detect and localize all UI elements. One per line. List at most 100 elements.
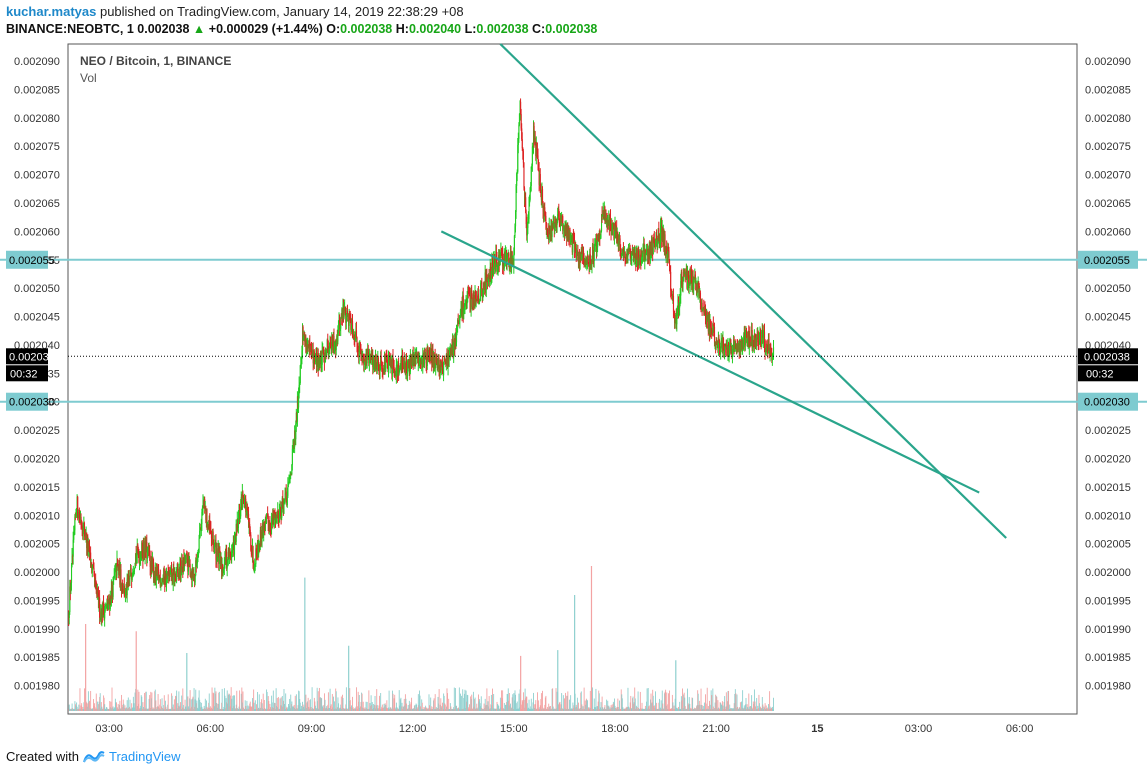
candle-body <box>362 356 364 363</box>
volume-bar <box>286 708 288 711</box>
volume-bar <box>560 708 561 711</box>
candle-body <box>663 230 665 251</box>
volume-bar <box>232 695 234 711</box>
candle-body <box>383 367 385 373</box>
volume-bar <box>531 708 533 711</box>
candle-body <box>525 213 527 224</box>
candle-body <box>742 345 744 348</box>
candle-body <box>429 353 431 355</box>
candle-body <box>443 362 445 376</box>
volume-bar <box>501 698 503 711</box>
candle-body <box>742 345 744 348</box>
y-tick-label: 0.002045 <box>14 312 60 324</box>
volume-bar <box>91 708 93 711</box>
candle-body <box>459 310 462 317</box>
volume-bar <box>643 708 645 711</box>
candle-body <box>308 342 310 349</box>
candle-body <box>711 328 713 333</box>
candle-body <box>306 343 308 350</box>
volume-bar <box>546 708 547 711</box>
candle-body <box>305 343 308 353</box>
candle-body <box>155 567 157 581</box>
volume-bar <box>397 708 399 711</box>
volume-bar <box>240 708 242 711</box>
tradingview-brand-link[interactable]: TradingView <box>108 749 181 764</box>
volume-bar <box>638 708 640 711</box>
volume-bar <box>180 702 182 711</box>
candle-body <box>100 611 102 618</box>
volume-bar <box>676 707 678 711</box>
volume-bar <box>642 708 644 711</box>
trendlines[interactable] <box>440 43 1007 539</box>
volume-bar <box>770 708 772 711</box>
candle-body <box>587 258 589 263</box>
candle-body <box>386 357 388 360</box>
candle-body <box>438 357 440 366</box>
volume-bar <box>225 708 226 711</box>
candle-body <box>330 337 332 349</box>
candle-body <box>740 340 743 343</box>
volume-bar <box>312 708 314 711</box>
volume-bar <box>124 705 126 711</box>
candle-body <box>144 554 146 559</box>
candle-body <box>241 497 243 510</box>
candle-body <box>177 568 179 573</box>
candle-body <box>291 464 293 475</box>
candle-body <box>744 332 746 346</box>
candle-body <box>228 549 231 560</box>
volume-bar <box>235 708 237 711</box>
volume-bar <box>289 698 291 711</box>
candle-body <box>720 347 722 353</box>
candle-body <box>448 351 450 360</box>
candle-body <box>237 518 239 529</box>
candle-body <box>436 354 438 365</box>
author-link[interactable]: kuchar.matyas <box>6 4 97 19</box>
volume-bar <box>246 700 248 711</box>
volume-bar <box>585 704 587 711</box>
y-tick-label: 0.002075 <box>1085 141 1131 153</box>
price-label-text: 0.002055 <box>1084 255 1130 267</box>
candle-body <box>690 272 693 276</box>
candle-body <box>72 539 74 557</box>
volume-bar <box>157 706 158 711</box>
candle-body <box>285 491 287 494</box>
volume-bar <box>692 708 694 711</box>
candle-body <box>326 339 328 350</box>
volume-bar <box>653 705 655 711</box>
volume-bar <box>153 708 155 711</box>
volume-bar <box>386 708 388 711</box>
volume-bar <box>117 707 119 711</box>
volume-bar <box>95 707 97 711</box>
candle-body <box>417 354 419 363</box>
candle-body <box>676 308 678 315</box>
candle-body <box>304 333 306 342</box>
volume-bar <box>599 707 601 711</box>
volume-bar <box>431 708 433 711</box>
candle-body <box>437 365 439 368</box>
candle-body <box>500 250 503 253</box>
candle-body <box>259 529 261 548</box>
volume-bar <box>595 688 597 711</box>
volume-bar <box>140 705 142 711</box>
volume-bar <box>220 708 221 711</box>
volume-bar <box>243 708 245 711</box>
volume-bar <box>567 708 569 711</box>
candle-body <box>666 247 668 254</box>
volume-bar <box>90 690 92 711</box>
volume-bar <box>769 691 771 711</box>
candle-body <box>255 548 257 565</box>
volume-bar <box>250 707 252 711</box>
candle-body <box>743 335 745 348</box>
candle-body <box>501 252 503 254</box>
y-tick-label: 0.001995 <box>1085 595 1131 607</box>
candle-body <box>149 550 151 556</box>
volume-bar <box>646 688 648 711</box>
candle-body <box>472 307 474 309</box>
candle-body <box>460 308 462 311</box>
candle-body <box>172 572 174 585</box>
y-tick-label: 0.002050 <box>1085 283 1131 295</box>
candle-body <box>735 348 737 352</box>
volume-bar <box>576 706 578 711</box>
